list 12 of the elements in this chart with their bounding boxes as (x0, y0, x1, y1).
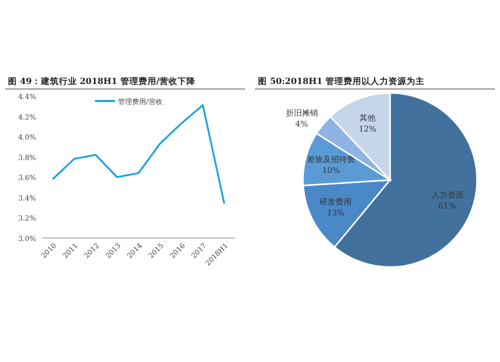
slice-label: 折旧摊销 (286, 108, 318, 118)
data-label: 4% (295, 120, 308, 129)
chart-title: 图 50:2018H1 管理费用以人力资源为主 (258, 76, 424, 87)
slice-label: 研发费用 (320, 198, 352, 207)
slice-label: 人力资源 (431, 190, 464, 200)
chart-title: 图 49：建筑行业 2018H1 管理费用/营收下降 (8, 76, 196, 87)
line-series (52, 104, 226, 204)
data-label: 12% (358, 124, 377, 134)
data-label: 61% (438, 202, 457, 211)
slice-label: 其他 (360, 113, 376, 122)
data-label: 13% (326, 208, 346, 218)
data-label: 10% (322, 166, 340, 175)
